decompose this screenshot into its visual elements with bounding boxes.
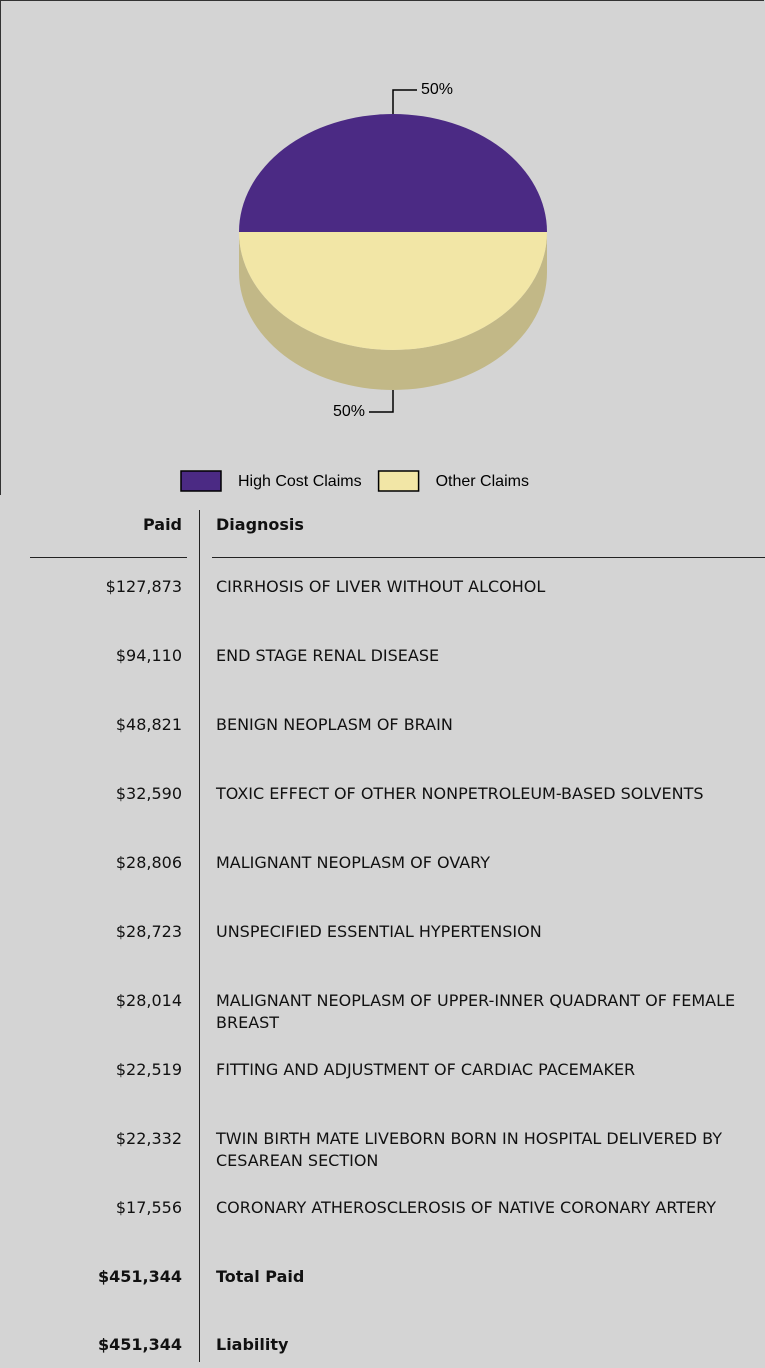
total-label: Total Paid <box>216 1267 305 1286</box>
legend-label: High Cost Claims <box>238 473 362 490</box>
paid-amount: $22,519 <box>115 1060 182 1079</box>
paid-amount: $32,590 <box>115 784 182 803</box>
legend-swatch <box>180 470 222 492</box>
pie-slice <box>239 232 547 350</box>
chart: 50% 50% High Cost Claims Other Claims <box>180 81 547 492</box>
diagnosis: TWIN BIRTH MATE LIVEBORN BORN IN HOSPITA… <box>216 1129 723 1170</box>
paid-amount: $28,723 <box>115 922 182 941</box>
pie-slice <box>239 114 547 232</box>
total-label: Liability <box>216 1335 289 1354</box>
diagnosis: FITTING AND ADJUSTMENT OF CARDIAC PACEMA… <box>216 1060 636 1079</box>
header-rule <box>30 557 187 558</box>
total-amount: $451,344 <box>97 1335 182 1354</box>
paid-amount: $94,110 <box>115 646 182 665</box>
diagnosis: TOXIC EFFECT OF OTHER NONPETROLEUM-BASED… <box>216 784 704 803</box>
paid-amount: $22,332 <box>115 1129 182 1148</box>
legend-swatch <box>377 470 420 492</box>
leader-line <box>392 89 417 114</box>
data-label: 50% <box>333 403 365 420</box>
paid-amount: $48,821 <box>115 715 182 734</box>
chart-panel: 50% 50% High Cost Claims Other Claims <box>0 0 764 495</box>
column-header: Diagnosis <box>216 515 304 534</box>
paid-amount: $28,014 <box>115 991 182 1010</box>
data-label: 50% <box>421 81 453 98</box>
paid-amount: $17,556 <box>115 1198 182 1217</box>
diagnosis: UNSPECIFIED ESSENTIAL HYPERTENSION <box>216 922 542 941</box>
diagnosis: MALIGNANT NEOPLASM OF OVARY <box>216 853 491 872</box>
paid-amount: $127,873 <box>105 577 182 596</box>
column-header: Paid <box>142 515 182 534</box>
paid-amount: $28,806 <box>115 853 182 872</box>
diagnosis: CIRRHOSIS OF LIVER WITHOUT ALCOHOL <box>216 577 546 596</box>
diagnosis: END STAGE RENAL DISEASE <box>216 646 440 665</box>
column-divider <box>199 510 200 1362</box>
total-amount: $451,344 <box>97 1267 182 1286</box>
diagnosis: MALIGNANT NEOPLASM OF UPPER-INNER QUADRA… <box>216 991 736 1032</box>
legend-label: Other Claims <box>436 473 529 490</box>
diagnosis: CORONARY ATHEROSCLEROSIS OF NATIVE CORON… <box>216 1198 717 1217</box>
pie-side <box>239 232 547 390</box>
diagnosis: BENIGN NEOPLASM OF BRAIN <box>216 715 453 734</box>
header-rule <box>212 557 765 558</box>
leader-line <box>369 390 394 413</box>
